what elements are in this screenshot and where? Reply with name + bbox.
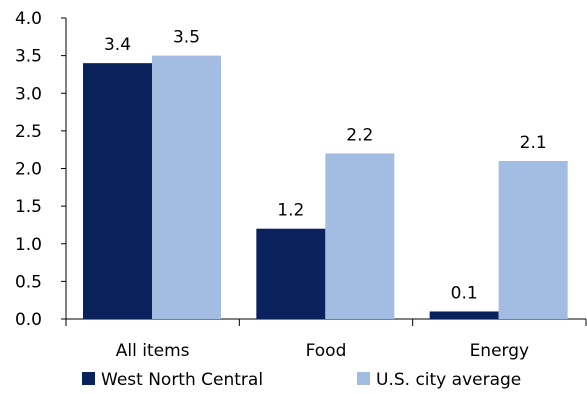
y-tick-label: 1.0 (15, 235, 42, 255)
x-axis: All items Food Energy (65, 318, 587, 361)
legend-swatch (357, 372, 370, 385)
bar (498, 160, 568, 319)
x-category-label: Food (306, 341, 347, 361)
data-label: 1.2 (277, 201, 304, 221)
y-tick-label: 4.0 (15, 9, 42, 29)
y-tick-label: 3.5 (15, 47, 42, 67)
y-tick-label: 2.0 (15, 160, 42, 180)
y-tick-label: 3.0 (15, 84, 42, 104)
y-tick-label: 0.5 (15, 272, 42, 292)
x-category-label: Energy (470, 341, 530, 361)
legend-label: West North Central (101, 370, 263, 390)
bar (429, 311, 499, 319)
legend: West North Central U.S. city average (82, 370, 521, 390)
data-label: 3.5 (173, 28, 200, 48)
bar (83, 63, 152, 320)
data-label: 2.1 (520, 133, 547, 153)
legend-label: U.S. city average (376, 370, 521, 390)
bar (256, 228, 326, 319)
bar (152, 55, 221, 319)
y-tick-label: 2.5 (15, 122, 42, 142)
x-category-label: All items (116, 341, 190, 361)
data-labels: 3.4 1.2 0.1 3.5 2.2 2.1 (104, 28, 547, 304)
y-tick-label: 0.0 (15, 310, 42, 330)
y-tick-label: 1.5 (15, 197, 42, 217)
data-label: 2.2 (346, 125, 373, 145)
y-axis: 0.0 0.5 1.0 1.5 2.0 2.5 3.0 3.5 4.0 (15, 9, 67, 330)
legend-swatch (82, 372, 95, 385)
bar (325, 153, 395, 319)
bars (83, 55, 568, 320)
data-label: 0.1 (451, 283, 478, 303)
data-label: 3.4 (104, 35, 131, 55)
